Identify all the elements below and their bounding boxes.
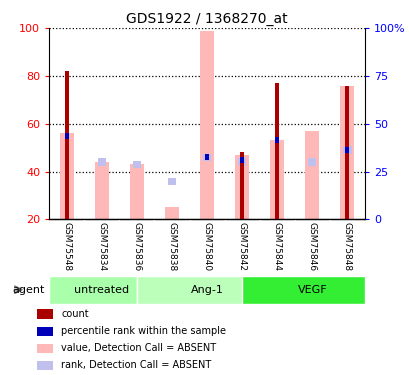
Text: GSM75846: GSM75846 [307, 222, 316, 272]
Bar [270, 141, 283, 219]
Bar [274, 83, 279, 219]
Text: Ang-1: Ang-1 [190, 285, 223, 295]
Text: GSM75834: GSM75834 [97, 222, 106, 272]
FancyBboxPatch shape [242, 276, 364, 304]
Bar [202, 154, 211, 161]
Text: GSM75548: GSM75548 [62, 222, 71, 272]
Bar [274, 138, 279, 144]
Text: GSM75844: GSM75844 [272, 222, 281, 271]
Text: agent: agent [13, 285, 45, 295]
Text: GSM75836: GSM75836 [132, 222, 141, 272]
Bar [167, 177, 176, 185]
Bar [239, 152, 244, 219]
FancyBboxPatch shape [137, 276, 242, 304]
Bar [130, 164, 144, 219]
Bar [200, 30, 213, 219]
Bar [342, 147, 351, 154]
Bar [344, 147, 348, 153]
Bar [234, 155, 249, 219]
Text: rank, Detection Call = ABSENT: rank, Detection Call = ABSENT [61, 360, 211, 370]
Bar [37, 309, 53, 319]
Bar [37, 344, 53, 353]
Bar [239, 157, 244, 163]
Text: untreated: untreated [74, 285, 129, 295]
Text: GSM75840: GSM75840 [202, 222, 211, 272]
Bar [237, 158, 246, 166]
Bar [37, 361, 53, 370]
Bar [307, 158, 316, 166]
Bar [133, 161, 141, 168]
Bar [164, 207, 179, 219]
Title: GDS1922 / 1368270_at: GDS1922 / 1368270_at [126, 12, 287, 26]
Text: GSM75848: GSM75848 [342, 222, 351, 272]
Bar [65, 71, 69, 219]
Bar [94, 162, 108, 219]
Bar [37, 327, 53, 336]
Bar [344, 86, 348, 219]
Bar [60, 134, 74, 219]
Text: count: count [61, 309, 89, 319]
Bar [204, 154, 209, 160]
Bar [339, 86, 353, 219]
Text: value, Detection Call = ABSENT: value, Detection Call = ABSENT [61, 343, 216, 353]
Bar [65, 133, 69, 139]
FancyBboxPatch shape [49, 276, 137, 304]
Bar [305, 131, 319, 219]
Bar [97, 158, 106, 166]
Text: percentile rank within the sample: percentile rank within the sample [61, 326, 226, 336]
Text: GSM75838: GSM75838 [167, 222, 176, 272]
Text: GSM75842: GSM75842 [237, 222, 246, 271]
Text: VEGF: VEGF [297, 285, 326, 295]
